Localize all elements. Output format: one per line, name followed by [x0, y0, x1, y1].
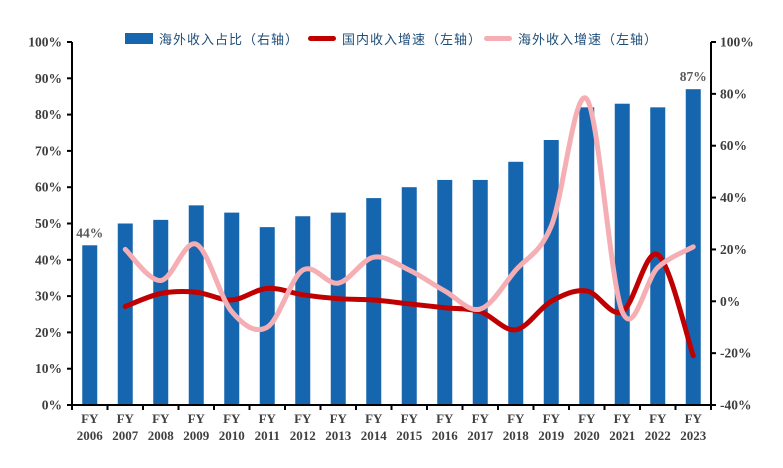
x-axis-label-year: 2009 [183, 428, 210, 443]
x-axis-label-prefix: FY [401, 411, 419, 426]
legend-item-overseas-share: 海外收入占比（右轴） [125, 28, 299, 48]
x-axis-label-year: 2020 [574, 428, 600, 443]
legend-label: 海外收入占比（右轴） [159, 31, 300, 47]
bar-FY2011 [259, 227, 275, 405]
left-axis-tick-label: 80% [35, 107, 62, 122]
x-axis-label-prefix: FY [436, 411, 454, 426]
x-axis-label-year: 2012 [290, 428, 316, 443]
bar-FY2007 [117, 223, 133, 405]
x-axis-label-prefix: FY [117, 411, 135, 426]
bar-FY2013 [330, 212, 346, 405]
x-axis-label-prefix: FY [330, 411, 348, 426]
x-axis-label-year: 2018 [503, 428, 530, 443]
x-axis-label-prefix: FY [223, 411, 241, 426]
right-axis-tick-label: -40% [720, 398, 752, 413]
bar-FY2018 [508, 161, 524, 405]
x-axis-label-prefix: FY [152, 411, 170, 426]
bar-FY2006 [82, 245, 98, 405]
x-axis-label-year: 2021 [609, 428, 635, 443]
bar-FY2012 [295, 216, 311, 405]
right-axis-tick-label: 20% [720, 242, 747, 257]
chart-legend: 海外收入占比（右轴） 国内收入增速（左轴） 海外收入增速（左轴） [0, 28, 783, 48]
left-axis-tick-label: 40% [35, 252, 62, 267]
x-axis-label-prefix: FY [365, 411, 383, 426]
right-axis-tick-label: 60% [720, 138, 747, 153]
left-axis-tick-label: 70% [35, 143, 62, 158]
x-axis-label-year: 2014 [361, 428, 388, 443]
x-axis-label-prefix: FY [507, 411, 525, 426]
legend-swatch-bar [125, 32, 153, 44]
bar-FY2008 [153, 219, 169, 405]
x-axis-label-year: 2019 [538, 428, 565, 443]
x-axis-label-year: 2023 [680, 428, 707, 443]
x-axis-label-prefix: FY [188, 411, 206, 426]
x-axis-label-year: 2011 [255, 428, 280, 443]
overseas-growth-line [122, 95, 696, 333]
x-axis-label-year: 2016 [432, 428, 459, 443]
x-axis-label-year: 2017 [467, 428, 494, 443]
x-axis-label-prefix: FY [614, 411, 632, 426]
left-axis-tick-label: 50% [35, 216, 62, 231]
bar-FY2009 [188, 205, 204, 405]
legend-label: 国内收入增速（左轴） [342, 31, 483, 47]
left-axis-tick-label: 100% [28, 35, 62, 50]
right-axis-tick-label: 40% [720, 190, 747, 205]
bar-FY2020 [579, 107, 595, 405]
x-axis-label-year: 2013 [325, 428, 352, 443]
legend-item-domestic-growth: 国内收入增速（左轴） [308, 28, 482, 48]
left-axis-tick-label: 20% [35, 325, 62, 340]
bar-value-label: 44% [76, 225, 103, 240]
x-axis-label-year: 2007 [112, 428, 139, 443]
left-axis-tick-label: 90% [35, 71, 62, 86]
left-axis-tick-label: 0% [42, 398, 62, 413]
right-axis-tick-label: 80% [720, 86, 747, 101]
bar-value-label: 87% [680, 69, 707, 84]
left-axis-tick-label: 60% [35, 180, 62, 195]
x-axis-label-prefix: FY [543, 411, 561, 426]
x-axis-label-year: 2022 [645, 428, 671, 443]
bar-FY2017 [472, 179, 488, 405]
right-axis-tick-label: 100% [720, 35, 754, 50]
left-axis-tick-label: 30% [35, 289, 62, 304]
x-axis-label-year: 2015 [396, 428, 423, 443]
bar-FY2019 [543, 140, 559, 405]
x-axis-label-year: 2008 [148, 428, 175, 443]
bar-FY2015 [401, 187, 417, 405]
left-axis-tick-label: 10% [35, 361, 62, 376]
x-axis-label-prefix: FY [472, 411, 490, 426]
x-axis-label-year: 2010 [219, 428, 245, 443]
right-axis-tick-label: 0% [720, 294, 740, 309]
x-axis-label-prefix: FY [649, 411, 667, 426]
x-axis-label-prefix: FY [81, 411, 99, 426]
bar-FY2021 [614, 103, 630, 406]
legend-item-overseas-growth: 海外收入增速（左轴） [484, 28, 658, 48]
x-axis-label-prefix: FY [685, 411, 703, 426]
x-axis-label-prefix: FY [578, 411, 596, 426]
legend-swatch-line-pink [484, 35, 512, 41]
x-axis-label-year: 2006 [77, 428, 104, 443]
x-axis-label-prefix: FY [294, 411, 312, 426]
x-axis-label-prefix: FY [259, 411, 277, 426]
legend-label: 海外收入增速（左轴） [518, 31, 659, 47]
right-axis-tick-label: -20% [720, 346, 752, 361]
legend-swatch-line-red [308, 35, 336, 41]
